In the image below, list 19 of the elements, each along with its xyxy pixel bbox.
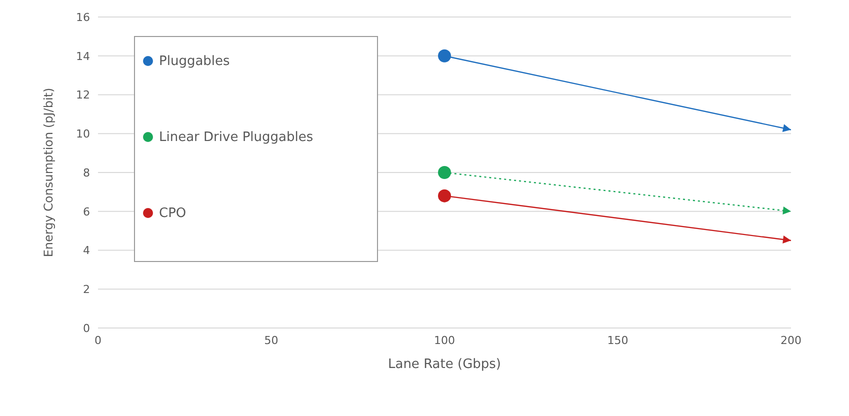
x-tick-label: 150 [607, 334, 628, 347]
x-tick-label: 200 [780, 334, 802, 347]
y-axis-title: Energy Consumption (pJ/bit) [41, 88, 56, 258]
legend-label: Pluggables [159, 54, 230, 68]
x-tick-label: 50 [264, 334, 278, 347]
x-axis-title: Lane Rate (Gbps) [388, 357, 502, 372]
y-tick-label: 14 [76, 50, 90, 63]
x-tick-label: 0 [94, 334, 102, 347]
y-tick-label: 6 [83, 205, 90, 218]
y-tick-label: 12 [76, 88, 90, 102]
x-tick-label: 100 [434, 334, 455, 347]
y-tick-label: 10 [76, 128, 90, 141]
y-tick-label: 4 [83, 244, 90, 258]
y-tick-label: 0 [83, 322, 90, 335]
y-tick-label: 2 [83, 283, 90, 296]
y-tick-label: 8 [83, 166, 90, 180]
y-tick-label: 16 [76, 10, 90, 24]
legend-label: CPO [159, 206, 186, 220]
legend-label: Linear Drive Pluggables [159, 130, 314, 144]
